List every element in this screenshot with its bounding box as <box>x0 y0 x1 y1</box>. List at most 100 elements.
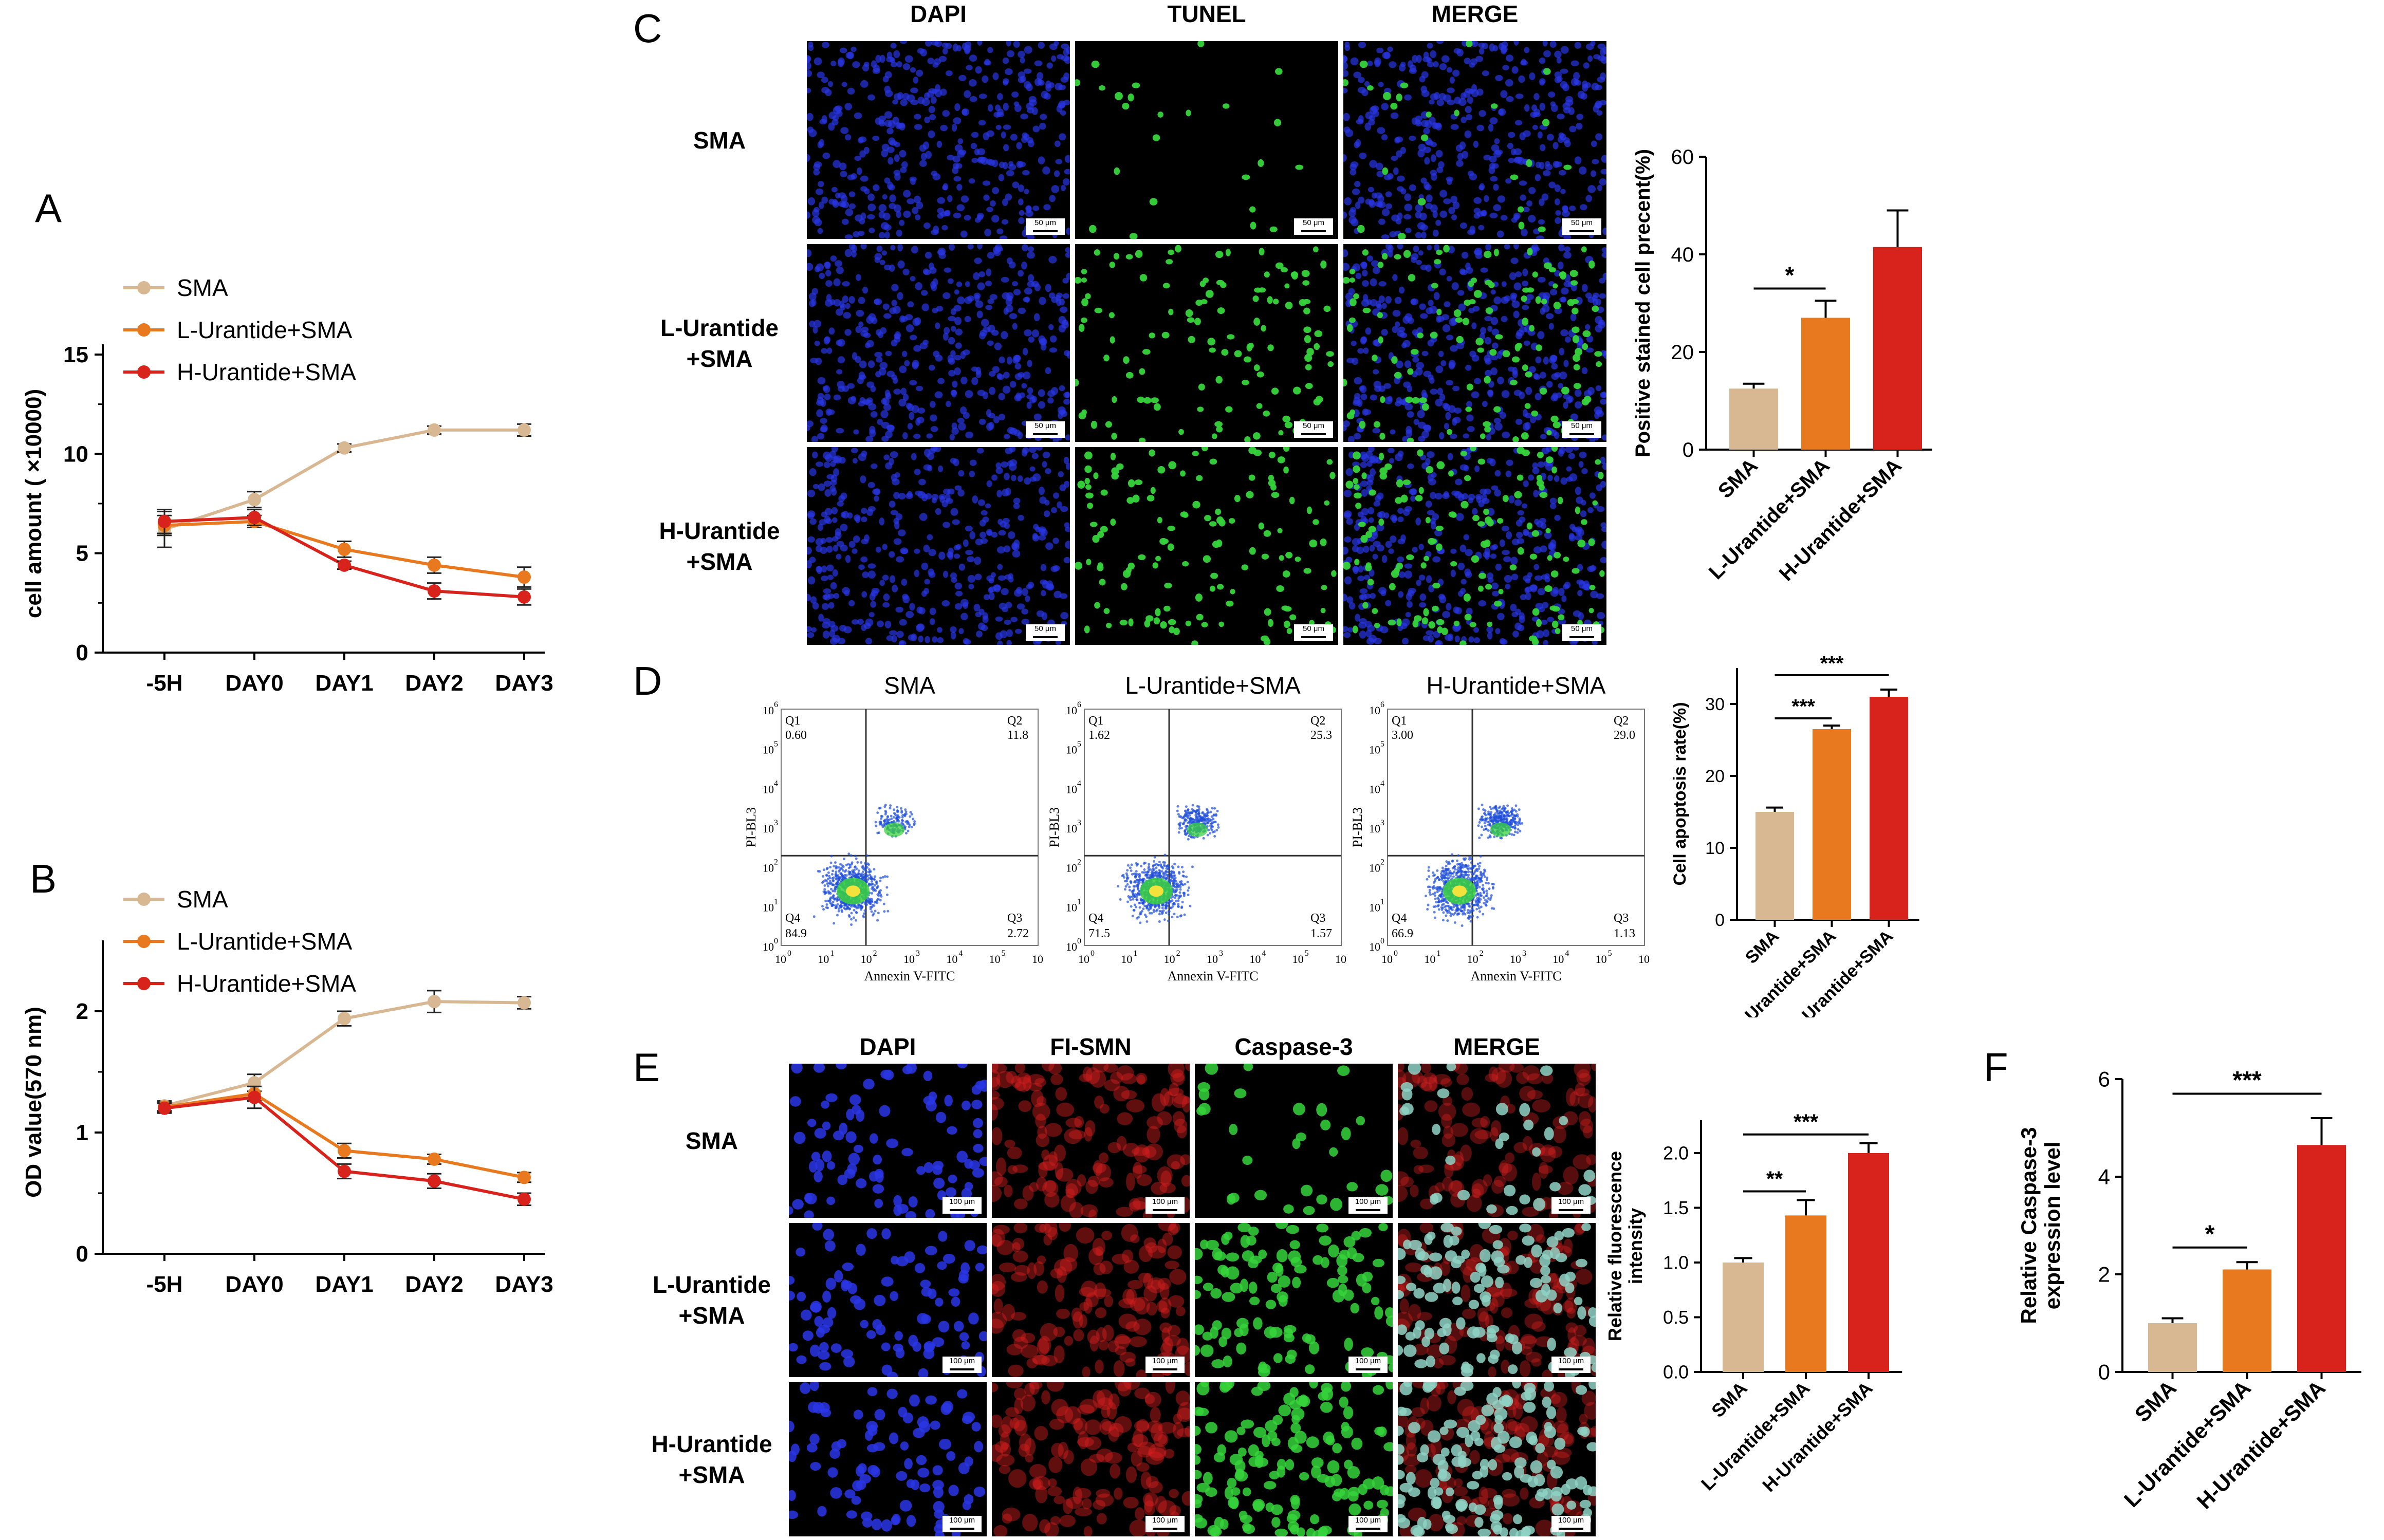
flow-cytometry-plots: SMA Q1 0.60 Q2 11.8 Q3 2.72 Q4 84.9 10 0 10 0 10 1 10 1 1… <box>740 668 1665 1002</box>
cell <box>1535 356 1542 364</box>
cell <box>1242 1250 1254 1262</box>
cell <box>833 394 841 401</box>
cell <box>1150 1279 1161 1290</box>
cell <box>1407 463 1414 469</box>
cell <box>1394 567 1400 574</box>
cell <box>1212 541 1221 548</box>
cell <box>1088 1209 1097 1218</box>
cell <box>1275 68 1283 75</box>
cell <box>789 1290 796 1301</box>
cell <box>1468 1300 1480 1309</box>
cell <box>1433 123 1442 128</box>
cell <box>1138 437 1146 442</box>
cell <box>1209 458 1217 465</box>
cell <box>1532 124 1538 130</box>
cell <box>1132 1147 1150 1156</box>
cell <box>824 336 831 343</box>
cell <box>1332 1443 1342 1454</box>
cell <box>1161 331 1170 339</box>
cell <box>819 139 825 147</box>
cell <box>1491 144 1500 152</box>
cell <box>1353 433 1361 440</box>
cell <box>1014 1198 1028 1210</box>
cell <box>1490 1127 1499 1142</box>
cell <box>1543 356 1549 365</box>
cell <box>1417 222 1426 230</box>
cell <box>1038 487 1045 495</box>
cell <box>1338 1275 1348 1284</box>
cell <box>1348 602 1356 610</box>
cell <box>1048 1064 1062 1075</box>
cell <box>836 369 843 375</box>
cell <box>1558 383 1564 389</box>
cell <box>1143 1500 1156 1516</box>
cell <box>1389 61 1397 68</box>
cell <box>1500 215 1508 221</box>
cell <box>1103 608 1110 614</box>
cell <box>816 566 823 572</box>
cell <box>989 294 997 300</box>
cell <box>1424 157 1430 165</box>
cell <box>997 575 1006 581</box>
cell <box>1516 329 1524 337</box>
cell <box>874 1199 883 1209</box>
y-axis-label: OD value(570 nm) <box>21 1007 46 1198</box>
cell <box>1018 1443 1030 1457</box>
cell <box>1210 572 1218 579</box>
cell <box>1128 93 1134 102</box>
cell <box>1150 1423 1163 1441</box>
cell <box>830 61 837 66</box>
cell <box>883 454 890 460</box>
cell <box>898 529 906 536</box>
cell <box>1195 1406 1204 1416</box>
cell <box>1462 1308 1476 1319</box>
cell <box>1224 1231 1233 1240</box>
cell <box>1209 521 1217 527</box>
cell <box>861 508 867 514</box>
cell <box>1049 1418 1065 1430</box>
cell <box>840 303 846 311</box>
cell <box>1084 625 1090 634</box>
cell <box>1145 1451 1165 1465</box>
cell <box>835 528 841 536</box>
cell <box>1504 244 1510 250</box>
cell <box>1211 433 1217 439</box>
cell <box>1028 336 1034 343</box>
cell <box>884 231 890 239</box>
cell <box>1252 432 1261 440</box>
cell <box>1430 154 1436 162</box>
cell <box>948 316 956 322</box>
cell <box>1540 523 1547 529</box>
cell <box>1026 102 1034 110</box>
cell <box>1344 197 1352 206</box>
cell <box>1436 619 1445 625</box>
cell <box>839 624 847 632</box>
cell <box>1017 431 1023 439</box>
cell <box>1268 619 1273 627</box>
cell <box>934 1530 945 1536</box>
cell <box>873 184 880 192</box>
cell <box>1292 1276 1301 1289</box>
cell <box>1026 394 1034 400</box>
cell <box>835 260 843 267</box>
cell <box>867 193 875 201</box>
cell <box>954 603 963 610</box>
cell <box>1466 414 1474 422</box>
cell <box>1085 293 1091 300</box>
cell <box>903 190 911 198</box>
cell <box>1450 512 1457 518</box>
cell <box>871 317 878 324</box>
cell <box>1344 536 1352 543</box>
cell <box>1495 75 1503 81</box>
cell <box>1082 1066 1093 1082</box>
cell <box>1382 167 1389 175</box>
cell <box>1118 1298 1136 1309</box>
cell <box>1301 1184 1313 1197</box>
cell <box>866 1444 879 1453</box>
cell <box>821 565 827 573</box>
cell <box>890 43 897 49</box>
cell <box>848 191 856 197</box>
cell <box>971 158 978 163</box>
cell <box>1147 1126 1160 1143</box>
cell <box>1147 1277 1166 1293</box>
